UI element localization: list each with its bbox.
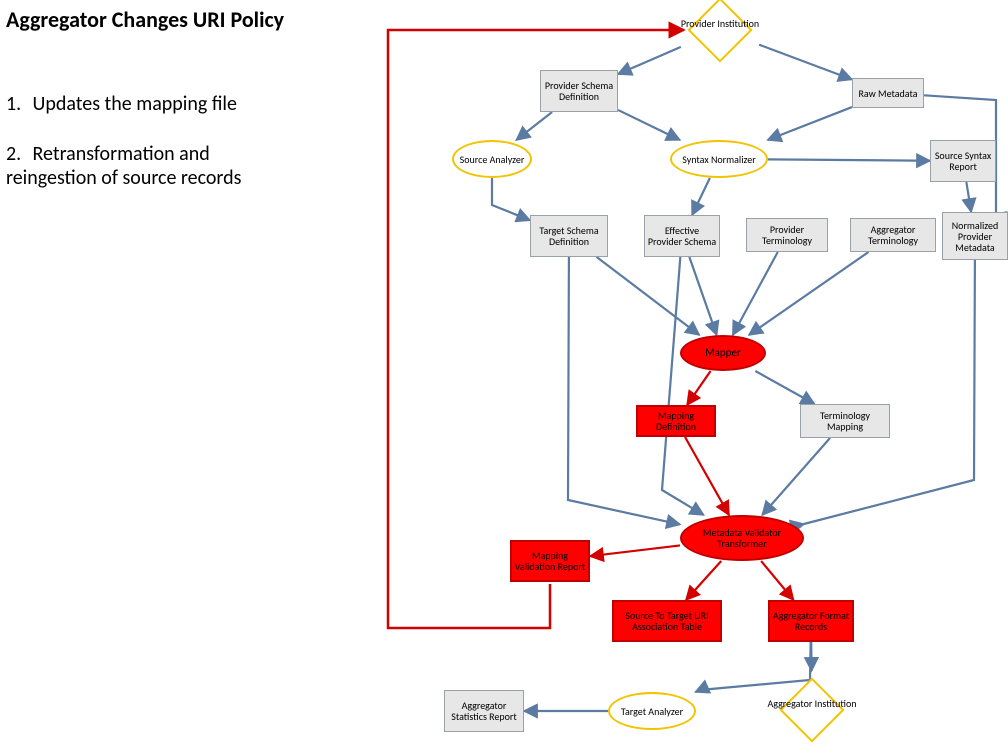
node-src_tgt_uri: Source To Target URI Association Table [612, 600, 722, 642]
node-provider_inst [687, 0, 752, 63]
list-text-2: Retransformation and reingestion of sour… [6, 142, 241, 190]
node-mapper: Mapper [680, 335, 766, 371]
node-source_analyzer: Source Analyzer [452, 140, 532, 178]
node-raw_metadata: Raw Metadata [852, 78, 924, 108]
node-mvt: Metadata Validator Transformer [680, 515, 804, 561]
list-text-1: Updates the mapping file [33, 92, 237, 116]
list-item-2: 2. Retransformation and reingestion of s… [6, 142, 286, 190]
node-provider_term: Provider Terminology [746, 218, 828, 252]
node-effective_schema: Effective Provider Schema [644, 215, 720, 257]
node-aggregator_term: Aggregator Terminology [850, 218, 936, 252]
diagram-stage: { "canvas":{"w":1008,"h":756,"bg":"#ffff… [0, 0, 1008, 756]
page-title: Aggregator Changes URI Policy [6, 6, 286, 33]
node-term_mapping: Terminology Mapping [800, 404, 890, 438]
node-normalized_meta: Normalized Provider Metadata [942, 212, 1008, 260]
list-num-2: 2. [6, 142, 28, 166]
node-source_syntax_report: Source Syntax Report [930, 140, 996, 182]
list-num-1: 1. [6, 92, 28, 116]
node-syntax_normalizer: Syntax Normalizer [670, 140, 768, 178]
node-target_schema: Target Schema Definition [530, 215, 608, 257]
node-agg_stats: Aggregator Statistics Report [444, 690, 524, 732]
list-item-1: 1. Updates the mapping file [6, 92, 306, 116]
node-mapping_val_report: Mapping Validation Report [510, 540, 590, 582]
node-mapping_def: Mapping Definition [636, 405, 716, 437]
node-agg_inst [779, 677, 844, 742]
node-target_analyzer: Target Analyzer [608, 692, 696, 730]
node-agg_format: Aggregator Format Records [768, 600, 854, 642]
node-provider_schema: Provider Schema Definition [540, 70, 618, 112]
